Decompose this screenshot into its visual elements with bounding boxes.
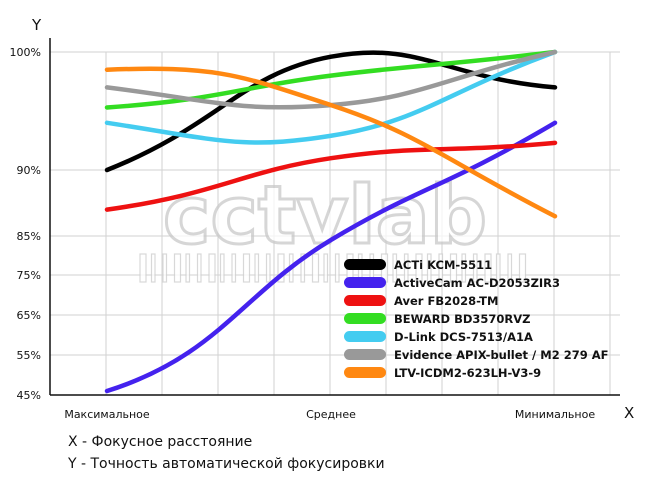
barcode-bar	[438, 253, 444, 283]
barcode-bar	[277, 253, 285, 283]
y-tick-label: 85%	[17, 230, 41, 243]
series-line	[104, 49, 558, 145]
x-axis-label: X	[624, 404, 634, 422]
barcode-bar	[254, 253, 260, 283]
x-tick-label: Минимальное	[515, 408, 595, 421]
barcode-bar	[139, 253, 147, 283]
barcode-bar	[403, 253, 409, 283]
legend-swatch	[344, 367, 386, 378]
x-tick-label: Среднее	[306, 408, 356, 421]
barcode-bar	[415, 253, 423, 283]
legend-swatch	[344, 295, 386, 306]
y-tick-label: 90%	[17, 164, 41, 177]
barcode-bar	[242, 253, 251, 283]
y-tick-label: 75%	[17, 269, 41, 282]
barcode-bar	[334, 253, 340, 283]
legend-swatch	[344, 259, 386, 270]
legend-label: LTV-ICDM2-623LH-V3-9	[394, 366, 541, 380]
legend-label: Aver FB2028-TM	[394, 294, 498, 308]
barcode-bar	[472, 253, 478, 283]
legend-swatch	[344, 349, 386, 360]
barcode-bar	[219, 253, 225, 283]
legend: ACTi KCM-5511 ActiveCam AC-D2053ZIR3 Aver …	[344, 258, 608, 380]
x-caption: X - Фокусное расстояние	[68, 434, 253, 450]
barcode-bar	[392, 253, 398, 283]
barcode-bar	[162, 253, 168, 283]
barcode-bar	[484, 253, 492, 283]
y-tick-label: 100%	[10, 46, 41, 59]
barcode-bar	[208, 253, 216, 283]
barcode-bar	[323, 253, 329, 283]
x-tick-labels: Максимальное Среднее Минимальное	[64, 408, 595, 421]
legend-label: BEWARD BD3570RVZ	[394, 312, 531, 326]
barcode-bar	[518, 253, 527, 283]
y-caption: Y - Точность автоматической фокусировки	[68, 456, 385, 472]
watermark-text: cctvlab	[163, 169, 487, 262]
series-lines	[104, 49, 558, 394]
barcode-bar	[300, 253, 306, 283]
x-tick-label: Максимальное	[64, 408, 150, 421]
legend-swatch	[344, 331, 386, 342]
barcode-bar	[196, 253, 202, 283]
barcode-bar	[265, 253, 271, 283]
series-line	[104, 50, 558, 173]
legend-label: Evidence APIX-bullet / M2 279 AF	[394, 348, 608, 362]
barcode-bar	[449, 253, 458, 283]
barcode-bar	[185, 253, 191, 283]
barcode-bar	[173, 253, 182, 283]
legend-label: ActiveCam AC-D2053ZIR3	[394, 276, 560, 290]
y-axis-label: Y	[31, 16, 42, 34]
barcode-bar	[311, 253, 320, 283]
legend-label: ACTi KCM-5511	[394, 258, 492, 272]
y-tick-labels: 100% 90% 85% 75% 65% 55% 45%	[10, 46, 41, 402]
y-tick-label: 55%	[17, 349, 41, 362]
y-tick-label: 65%	[17, 309, 41, 322]
y-tick-label: 45%	[17, 389, 41, 402]
barcode-bar	[507, 253, 513, 283]
series-line	[104, 66, 558, 219]
legend-swatch	[344, 277, 386, 288]
barcode-bar	[461, 253, 467, 283]
barcode-bar	[495, 253, 501, 283]
legend-label: D-Link DCS-7513/A1A	[394, 330, 533, 344]
legend-swatch	[344, 313, 386, 324]
watermark: cctvlab	[139, 168, 527, 283]
barcode-bar	[426, 253, 432, 283]
barcode-bar	[231, 253, 237, 283]
axes	[49, 38, 620, 396]
barcode-bar	[150, 253, 156, 283]
series-line	[104, 140, 558, 212]
